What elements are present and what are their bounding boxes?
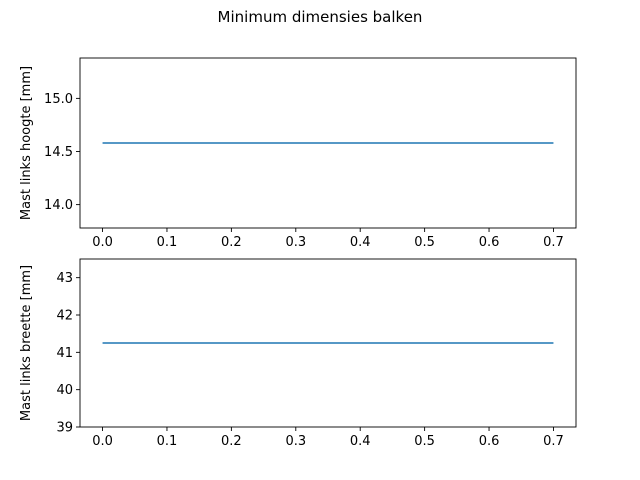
y-tick-label: 14.0 (44, 198, 73, 213)
x-tick-label: 0.4 (350, 235, 371, 250)
axes-frame (79, 258, 577, 428)
x-tick-label: 0.6 (479, 235, 500, 250)
subplot-top: 0.0 0.1 0.2 0.3 0.4 0.5 0.6 0.7 14.0 14.5 15.0 Mast… (19, 57, 577, 250)
y-tick-label: 14.5 (44, 145, 73, 160)
y-tick-label: 42 (56, 309, 73, 324)
x-tick-label: 0.0 (92, 434, 113, 449)
y-axis-label: Mast links breette [mm] (19, 265, 34, 421)
x-tick-label: 0.0 (92, 235, 113, 250)
x-tick-label: 0.1 (157, 434, 178, 449)
x-tick-label: 0.4 (350, 434, 371, 449)
x-tick-label: 0.3 (285, 434, 306, 449)
figure-title: Minimum dimensies balken (218, 8, 423, 26)
x-tick-label: 0.3 (285, 235, 306, 250)
y-tick-label: 41 (56, 346, 73, 361)
x-tick-label: 0.2 (221, 434, 242, 449)
x-tick-label: 0.6 (479, 434, 500, 449)
x-tick-label: 0.5 (414, 434, 435, 449)
x-tick-label: 0.2 (221, 235, 242, 250)
x-tick-label: 0.1 (157, 235, 178, 250)
axes-frame (79, 57, 577, 229)
y-tick-label: 43 (56, 271, 73, 286)
x-tick-label: 0.5 (414, 235, 435, 250)
y-tick-label: 39 (56, 421, 73, 436)
y-axis-label: Mast links hoogte [mm] (19, 66, 34, 220)
subplot-bottom: 0.0 0.1 0.2 0.3 0.4 0.5 0.6 0.7 39 40 41 42 43 Mast l… (19, 258, 577, 449)
y-tick-label: 40 (56, 383, 73, 398)
x-tick-label: 0.7 (543, 434, 564, 449)
x-tick-label: 0.7 (543, 235, 564, 250)
y-tick-label: 15.0 (44, 92, 73, 107)
